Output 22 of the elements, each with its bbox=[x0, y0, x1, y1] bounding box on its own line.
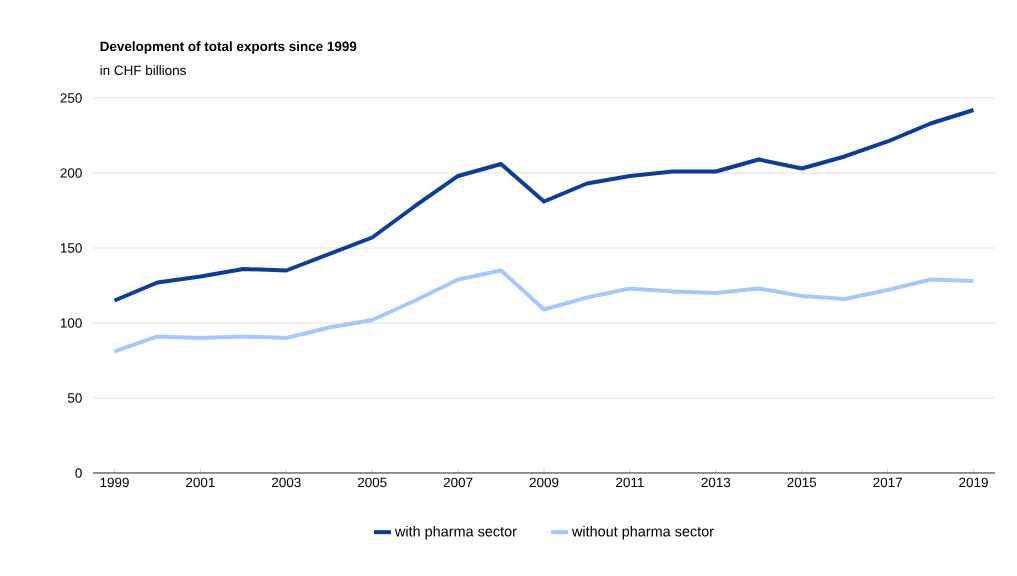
line-series bbox=[112, 268, 976, 354]
x-tick-label: 2005 bbox=[357, 477, 387, 488]
x-tick-label: 2019 bbox=[959, 477, 988, 488]
y-tick-label: 100 bbox=[60, 318, 82, 328]
x-tick-label: 2017 bbox=[873, 477, 902, 488]
y-tick-label: 0 bbox=[75, 468, 82, 478]
y-tick-label: 150 bbox=[60, 243, 82, 253]
x-tick-label: 2007 bbox=[443, 477, 473, 488]
x-tick-label: 2015 bbox=[787, 477, 817, 488]
x-tick-label: 2003 bbox=[272, 477, 301, 488]
x-tick-label: 2013 bbox=[701, 477, 731, 488]
legend-label: without pharma sector bbox=[571, 525, 714, 540]
y-tick-label: 50 bbox=[67, 393, 82, 403]
x-tick-label: 2001 bbox=[186, 477, 215, 488]
chart-title: Development of total exports since 1999 bbox=[100, 41, 357, 54]
y-tick-label: 250 bbox=[60, 93, 82, 103]
legend-label: with pharma sector bbox=[394, 525, 517, 540]
x-tick-label: 1999 bbox=[100, 477, 129, 488]
x-tick-label: 2011 bbox=[616, 477, 644, 488]
chart-subtitle: in CHF billions bbox=[100, 65, 186, 76]
y-tick-label: 200 bbox=[60, 168, 82, 178]
x-tick-label: 2009 bbox=[529, 477, 559, 488]
